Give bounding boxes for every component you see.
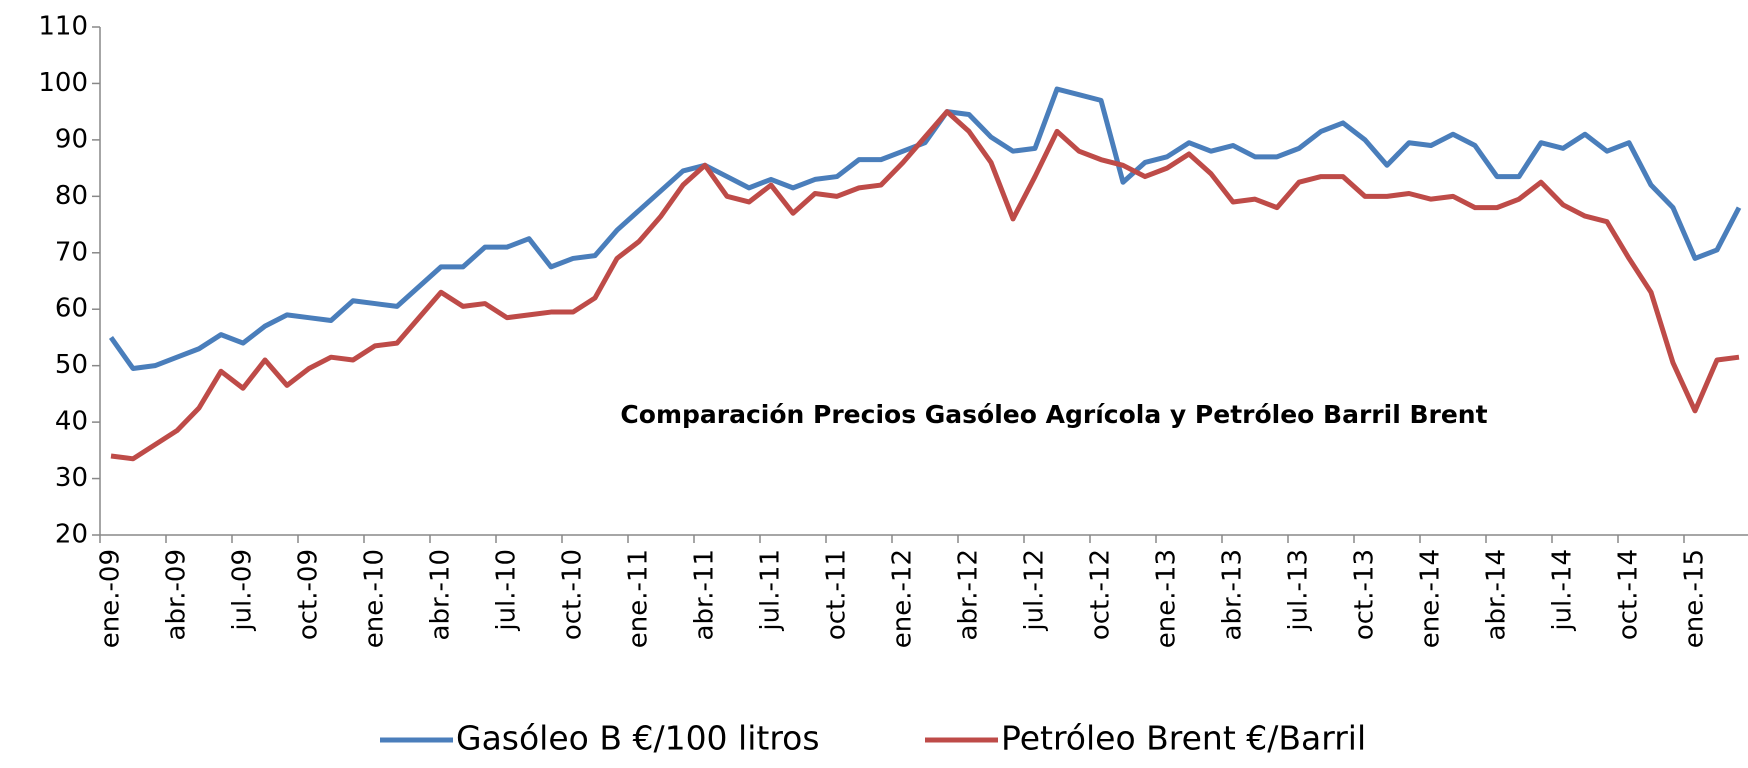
y-tick-label: 50 xyxy=(55,350,88,380)
x-tick-label: oct.-10 xyxy=(558,549,588,640)
x-tick-label: jul.-12 xyxy=(1020,549,1050,632)
x-tick-label: abr.-12 xyxy=(954,549,984,640)
chart-title: Comparación Precios Gasóleo Agrícola y P… xyxy=(620,400,1487,429)
legend-label: Petróleo Brent €/Barril xyxy=(1001,719,1366,758)
x-tick-label: abr.-09 xyxy=(162,549,192,640)
y-tick-label: 70 xyxy=(55,237,88,267)
y-tick-label: 30 xyxy=(55,463,88,493)
y-tick-label: 60 xyxy=(55,294,88,324)
x-tick-label: ene.-13 xyxy=(1152,549,1182,648)
y-tick-label: 20 xyxy=(55,520,88,550)
y-tick-label: 100 xyxy=(38,68,88,98)
x-tick-label: ene.-09 xyxy=(96,549,126,648)
x-tick-label: jul.-10 xyxy=(492,549,522,632)
y-tick-label: 40 xyxy=(55,407,88,437)
series-line xyxy=(108,86,1742,371)
x-tick-label: oct.-14 xyxy=(1614,549,1644,640)
x-tick-label: abr.-14 xyxy=(1482,549,1512,640)
x-tick-label: ene.-11 xyxy=(624,549,654,648)
x-tick-label: abr.-11 xyxy=(690,549,720,640)
x-tick-label: ene.-12 xyxy=(888,549,918,648)
y-tick-label: 110 xyxy=(38,12,88,42)
x-tick-label: oct.-11 xyxy=(822,549,852,640)
x-tick-label: ene.-15 xyxy=(1680,549,1710,648)
x-tick-label: oct.-13 xyxy=(1350,549,1380,640)
x-tick-label: oct.-12 xyxy=(1086,549,1116,640)
series-line xyxy=(110,109,1740,462)
x-tick-label: abr.-10 xyxy=(426,549,456,640)
legend-label: Gasóleo B €/100 litros xyxy=(456,719,820,758)
x-tick-label: jul.-13 xyxy=(1284,549,1314,632)
x-tick-label: jul.-14 xyxy=(1548,549,1578,632)
x-tick-label: ene.-10 xyxy=(360,549,390,648)
y-tick-label: 80 xyxy=(55,181,88,211)
y-tick-label: 90 xyxy=(55,124,88,154)
x-tick-label: jul.-09 xyxy=(228,549,258,632)
x-tick-label: oct.-09 xyxy=(294,549,324,640)
x-tick-label: jul.-11 xyxy=(756,549,786,632)
x-tick-label: abr.-13 xyxy=(1218,549,1248,640)
x-tick-label: ene.-14 xyxy=(1416,549,1446,648)
